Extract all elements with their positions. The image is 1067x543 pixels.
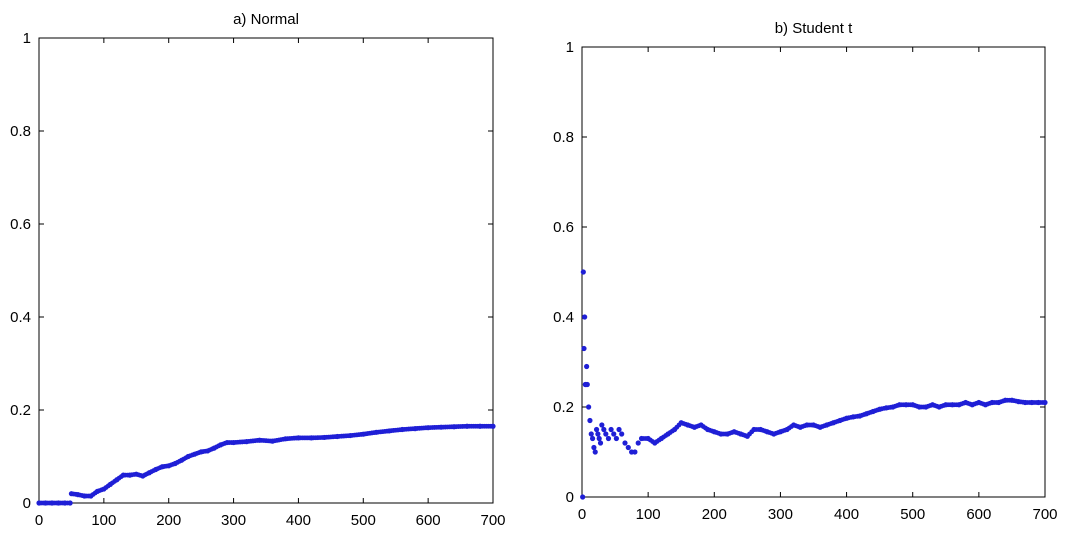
x-tick-label: 0	[578, 506, 586, 523]
x-tick-label: 300	[221, 512, 246, 529]
y-tick-label: 0.2	[553, 399, 574, 416]
data-point	[67, 500, 73, 506]
x-tick-label: 600	[966, 506, 991, 523]
plot-frame	[38, 37, 494, 504]
data-point	[616, 426, 622, 433]
data-point	[632, 449, 638, 455]
data-point	[582, 314, 588, 320]
y-tick-label: 0.6	[10, 216, 31, 233]
data-point	[588, 431, 594, 437]
data-point	[601, 426, 607, 433]
x-tick-label: 700	[480, 512, 505, 529]
y-tick-label: 0.8	[10, 123, 31, 140]
data-point	[580, 269, 586, 275]
data-point	[603, 431, 609, 437]
x-tick-label: 600	[416, 512, 441, 529]
y-tick-label: 0.4	[553, 309, 574, 326]
series-1	[36, 423, 496, 506]
data-point	[593, 426, 600, 433]
y-tick-label: 1	[23, 30, 31, 47]
y-tick-label: 0.2	[10, 402, 31, 419]
y-tick-label: 0.4	[10, 309, 31, 326]
data-point	[1042, 399, 1048, 406]
data-point	[625, 444, 631, 451]
data-point	[596, 435, 602, 442]
x-tick-label: 100	[91, 512, 116, 529]
data-point	[595, 431, 601, 437]
data-point	[580, 494, 586, 500]
data-point	[584, 363, 590, 370]
data-point	[611, 431, 617, 437]
x-tick-label: 400	[286, 512, 311, 529]
plot-frame	[581, 46, 1046, 498]
data-point	[605, 435, 612, 442]
data-point	[597, 440, 604, 446]
data-point	[587, 417, 593, 424]
data-point	[581, 345, 587, 352]
series-1	[580, 269, 1048, 500]
data-point	[608, 426, 614, 433]
y-tick-label: 0.6	[553, 219, 574, 236]
x-tick-label: 200	[156, 512, 181, 529]
x-tick-label: 0	[35, 512, 43, 529]
x-tick-label: 200	[702, 506, 727, 523]
data-point	[584, 381, 590, 388]
x-tick-label: 500	[351, 512, 376, 529]
data-point	[490, 423, 496, 429]
data-point	[635, 440, 641, 446]
x-tick-label: 300	[768, 506, 793, 523]
data-point	[591, 444, 597, 451]
data-point	[599, 422, 605, 428]
data-point	[592, 449, 598, 455]
y-tick-label: 0	[566, 489, 574, 506]
y-tick-label: 0.8	[553, 129, 574, 146]
data-point	[586, 404, 592, 410]
y-tick-label: 1	[566, 39, 574, 56]
y-tick-label: 0	[23, 495, 31, 512]
data-point	[613, 435, 619, 442]
chart-panel-2: b) Student t 0 100 200 300 400 500 600 700 0 0.2 0.…	[553, 20, 1057, 523]
chart-title: b) Student t	[775, 20, 853, 37]
x-tick-label: 400	[834, 506, 859, 523]
data-point	[619, 431, 625, 437]
x-tick-label: 500	[900, 506, 925, 523]
data-point	[622, 440, 628, 446]
x-tick-label: 700	[1032, 506, 1057, 523]
chart-title: a) Normal	[233, 11, 299, 28]
data-point	[589, 435, 596, 442]
x-tick-label: 100	[636, 506, 661, 523]
chart-panel-1: a) Normal 0 100 200 300 400 500 600 700 0 0.2 0.4 0.…	[10, 11, 505, 529]
